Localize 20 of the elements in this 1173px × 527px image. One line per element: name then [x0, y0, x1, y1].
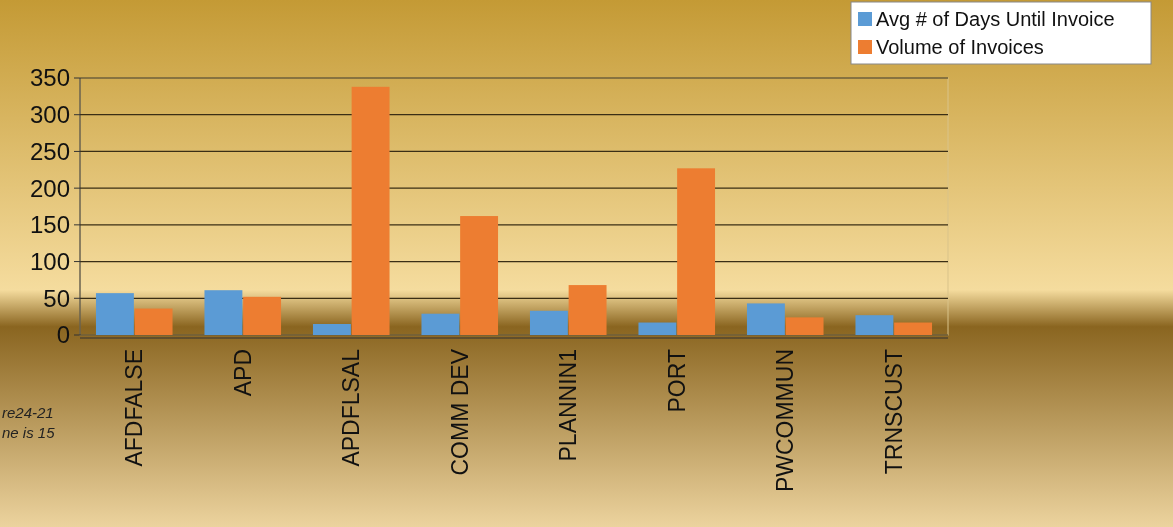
x-tick-label: PWCOMMUN — [772, 349, 799, 493]
legend-label: Avg # of Days Until Invoice — [876, 8, 1115, 30]
y-tick-label: 350 — [29, 64, 70, 92]
y-tick-label: 250 — [29, 137, 70, 165]
x-tick-label: COMM DEV — [446, 348, 473, 476]
x-tick-label: APDFLSAL — [338, 348, 365, 467]
y-tick-label: 300 — [29, 101, 70, 129]
legend-label: Volume of Invoices — [876, 36, 1044, 58]
x-tick-label: PLANNIN1 — [555, 349, 582, 462]
x-tick-label: TRNSCUST — [880, 349, 907, 475]
text: ne is 15 — [2, 424, 56, 441]
y-tick-label: 150 — [29, 211, 70, 239]
y-tick-label: 0 — [56, 321, 70, 349]
x-tick-label: PORT — [663, 349, 690, 413]
y-tick-label: 200 — [29, 174, 70, 202]
y-tick-label: 100 — [29, 247, 70, 275]
y-tick-label: 50 — [43, 284, 70, 312]
x-tick-label: APD — [229, 349, 256, 397]
text: re24-21 — [2, 404, 54, 421]
x-tick-label: AFDFALSE — [121, 349, 148, 467]
